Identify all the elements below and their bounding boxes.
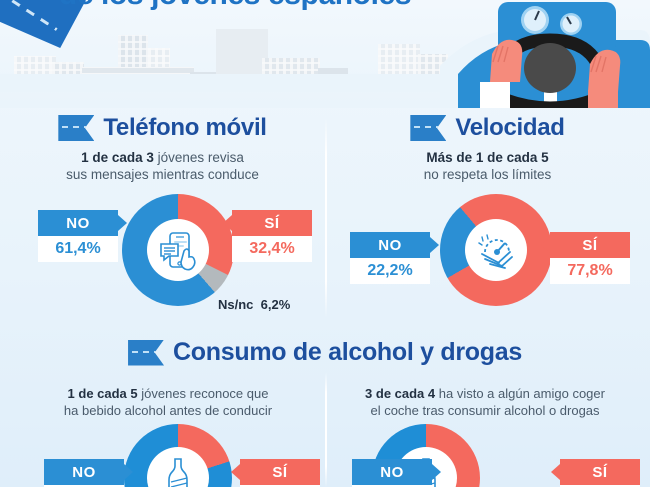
section-telefono-movil: Teléfono móvil 1 de cada 3 jóvenes revis…: [0, 114, 325, 183]
subtitle-rest: jóvenes reconoce que: [137, 386, 269, 401]
section-divider-bottom: [325, 372, 327, 487]
callout-si-value: [560, 485, 640, 487]
subtitle-alcohol-antes-de-conducir: 1 de cada 5 jóvenes reconoce que ha bebi…: [18, 385, 318, 419]
arrow-flag-icon: [128, 339, 165, 366]
smartphone-messages-icon: [160, 232, 196, 271]
callout-si-value: 77,8%: [550, 258, 630, 284]
subtitle-amigo-coche: 3 de cada 4 ha visto a algún amigo coger…: [330, 385, 640, 419]
callout-si-label: SÍ: [551, 459, 640, 485]
callout-si-label: SÍ: [541, 232, 630, 258]
section-header-velocidad: Velocidad: [325, 114, 650, 142]
section-subtitle: 1 de cada 3 jóvenes revisa sus mensajes …: [0, 149, 325, 183]
section-title: Teléfono móvil: [103, 114, 267, 141]
callout-si-value: [240, 485, 320, 487]
subtitle-line2: no respeta los límites: [423, 167, 552, 182]
section-consumo-alcohol-drogas: Consumo de alcohol y drogas: [0, 338, 650, 367]
callout-si-label: SÍ: [231, 459, 320, 485]
subtitle-line2: sus mensajes mientras conduce: [66, 167, 259, 182]
bottle-icon: [168, 458, 188, 487]
page-title: de los jóvenes españoles: [0, 0, 470, 12]
section-header-telefono-movil: Teléfono móvil: [0, 114, 325, 142]
callout-no-telefono-movil[interactable]: NO 61,4%: [38, 210, 127, 262]
callout-si-label: SÍ: [223, 210, 312, 236]
callout-no-label: NO: [352, 459, 441, 485]
callout-no-value: [352, 485, 432, 487]
callout-si-alcohol-antes-de-conducir[interactable]: SÍ: [231, 459, 320, 487]
callout-no-velocidad[interactable]: NO 22,2%: [350, 232, 439, 284]
subtitle-bold: 1 de cada 3: [81, 150, 154, 165]
subtitle-bold: Más de 1 de cada 5: [426, 150, 549, 165]
driver-illustration: [440, 2, 650, 108]
callout-no-label: NO: [350, 232, 439, 258]
section-subtitle: Más de 1 de cada 5 no respeta los límite…: [325, 149, 650, 183]
callout-no-value: [44, 485, 124, 487]
callout-no-label: NO: [44, 459, 133, 485]
section-header-consumo: Consumo de alcohol y drogas: [0, 338, 650, 367]
donut-chart-velocidad: [440, 194, 552, 306]
subtitle-line2: el coche tras consumir alcohol o drogas: [370, 403, 600, 418]
callout-no-value: 22,2%: [350, 258, 430, 284]
donut-chart-telefono-movil: [122, 194, 234, 306]
subtitle-line2: ha bebido alcohol antes de conducir: [63, 403, 273, 418]
donut-chart-alcohol-antes-de-conducir: [124, 424, 232, 487]
callout-si-amigo-coche[interactable]: SÍ: [551, 459, 640, 487]
section-title: Consumo de alcohol y drogas: [173, 338, 522, 366]
section-divider-top: [325, 118, 327, 318]
nsnc-label: Ns/nc: [218, 297, 254, 312]
nsnc-value: 6,2%: [260, 297, 291, 312]
callout-si-value: 32,4%: [232, 236, 312, 262]
subtitle-rest: jóvenes revisa: [153, 150, 244, 165]
speedometer-icon: [478, 234, 513, 269]
subtitle-bold: 3 de cada 4: [365, 386, 436, 401]
section-velocidad: Velocidad Más de 1 de cada 5 no respeta …: [325, 114, 650, 183]
callout-si-telefono-movil[interactable]: SÍ 32,4%: [223, 210, 312, 262]
callout-no-amigo-coche[interactable]: NO: [352, 459, 441, 487]
arrow-flag-icon: [58, 115, 95, 141]
callout-si-velocidad[interactable]: SÍ 77,8%: [541, 232, 630, 284]
callout-no-label: NO: [38, 210, 127, 236]
callout-nsnc-telefono-movil: Ns/nc 6,2%: [218, 297, 290, 312]
callout-no-value: 61,4%: [38, 236, 118, 262]
section-title: Velocidad: [455, 114, 565, 141]
header-banner: de los jóvenes españoles: [0, 0, 650, 108]
callout-no-alcohol-antes-de-conducir[interactable]: NO: [44, 459, 133, 487]
arrow-flag-icon: [410, 115, 447, 141]
subtitle-bold: 1 de cada 5: [67, 386, 138, 401]
subtitle-rest: ha visto a algún amigo coger: [435, 386, 605, 401]
